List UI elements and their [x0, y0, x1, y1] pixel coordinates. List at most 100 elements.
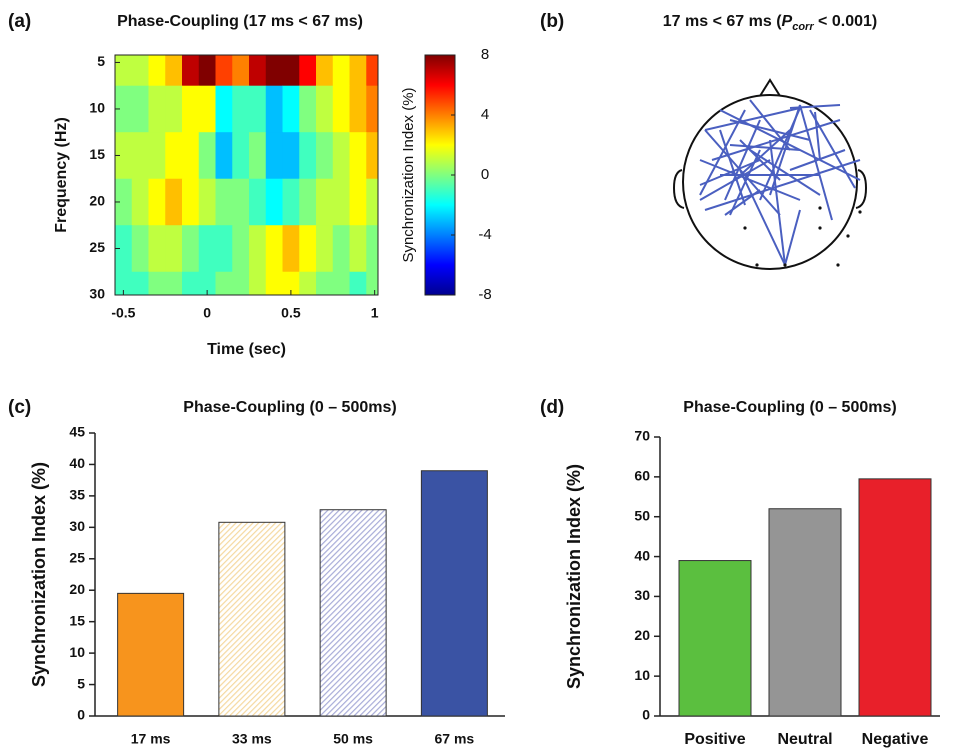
y-axis-label: Frequency (Hz) [53, 117, 70, 233]
head-outline [672, 78, 868, 270]
x-tick-label: -0.5 [111, 305, 135, 321]
chart-title: Phase-Coupling (0 – 500ms) [683, 399, 896, 416]
network-link [739, 169, 786, 266]
colorbar-tick-label: -8 [478, 286, 491, 303]
network-link [789, 104, 841, 109]
network-link [759, 107, 801, 201]
heatmap-cell [165, 85, 183, 133]
heatmap-cell [198, 132, 217, 180]
heatmap-cell [349, 132, 367, 180]
heatmap-cell [198, 55, 217, 87]
bar [858, 478, 932, 717]
heatmap-cell [249, 132, 267, 180]
y-tick-label: 0 [642, 707, 650, 723]
heatmap-cell [115, 271, 133, 295]
heatmap-cell [232, 225, 250, 273]
y-tick-label: 50 [634, 507, 650, 523]
colorbar-tick-label: 8 [481, 46, 489, 63]
colorbar [424, 54, 456, 296]
x-tick-label: 67 ms [435, 731, 475, 747]
heatmap-cell [332, 85, 351, 133]
title-part: < 0.001) [814, 13, 878, 30]
x-tick-label: 33 ms [232, 731, 272, 747]
heatmap-cell [349, 178, 367, 226]
heatmap-cell [148, 55, 166, 87]
y-tick-label: 5 [97, 53, 105, 69]
y-tick-label: 60 [634, 468, 650, 484]
x-tick-label: 1 [371, 305, 379, 321]
heatmap-cell [249, 225, 267, 273]
bar [768, 508, 842, 717]
heatmap-cell [215, 85, 233, 133]
network-link [749, 149, 821, 196]
heatmap-cell [299, 178, 317, 226]
y-tick-label: 30 [69, 518, 85, 534]
heatmap-cell [249, 271, 267, 295]
y-tick-label: 40 [634, 547, 650, 563]
network-link [724, 119, 761, 201]
heatmap-cell [282, 132, 300, 180]
heatmap-cell [232, 132, 250, 180]
heatmap-cell [265, 225, 284, 273]
bar [319, 509, 387, 717]
heatmap-cell [182, 132, 200, 180]
heatmap-cell [232, 85, 250, 133]
heatmap-cell [316, 132, 334, 180]
network-link [789, 149, 846, 171]
y-axis-label: Synchronization Index (%) [29, 462, 49, 687]
heatmap-cell [165, 225, 183, 273]
heatmap-cell [232, 55, 250, 87]
heatmap-cell [198, 225, 217, 273]
heatmap-cell [332, 178, 351, 226]
heatmap-cell [215, 178, 233, 226]
panel-label: (d) [540, 397, 564, 418]
colorbar-tick-label: -4 [478, 226, 491, 243]
x-tick-label: 17 ms [131, 731, 171, 747]
electrode [846, 234, 850, 238]
heatmap-cell [282, 85, 300, 133]
y-tick-label: 15 [89, 146, 105, 162]
heatmap-cell [115, 85, 133, 133]
network-link [784, 209, 801, 266]
heatmap-cell [349, 85, 367, 133]
chart-title: Phase-Coupling (0 – 500ms) [183, 399, 396, 416]
network-link [734, 129, 791, 181]
heatmap-cell [299, 85, 317, 133]
heatmap-cell [316, 271, 334, 295]
network-link [729, 144, 801, 151]
y-tick-label: 20 [69, 581, 85, 597]
network-link [729, 149, 761, 216]
heatmap-cell [282, 225, 300, 273]
heatmap-cell [265, 271, 284, 295]
heatmap-cell [249, 85, 267, 133]
network-link [729, 119, 811, 141]
heatmap-cell [366, 271, 378, 295]
heatmap-cell [131, 55, 150, 87]
chart-title: Phase-Coupling (17 ms < 67 ms) [117, 13, 363, 30]
y-tick-label: 40 [69, 455, 85, 471]
heatmap-cell [182, 85, 200, 133]
heatmap-cell [131, 225, 150, 273]
heatmap-cell [232, 178, 250, 226]
y-tick-label: 25 [69, 549, 85, 565]
heatmap-cell [165, 271, 183, 295]
heatmap-cell [349, 225, 367, 273]
heatmap-cell [165, 55, 183, 87]
heatmap-cell [282, 271, 300, 295]
heatmap-cell [332, 225, 351, 273]
y-tick-label: 70 [634, 428, 650, 444]
network-links [699, 99, 861, 266]
bar [420, 470, 488, 717]
x-tick-label: 0.5 [281, 305, 301, 321]
heatmap-cell [148, 85, 166, 133]
heatmap-cell [265, 55, 284, 87]
y-tick-label: 15 [69, 612, 85, 628]
network-link [719, 129, 746, 206]
colorbar-tick-label: 4 [481, 106, 489, 123]
heatmap-cell [366, 85, 378, 133]
heatmap-cell [215, 55, 233, 87]
y-tick-label: 10 [89, 100, 105, 116]
heatmap-cell [182, 178, 200, 226]
y-tick-label: 0 [77, 707, 85, 723]
